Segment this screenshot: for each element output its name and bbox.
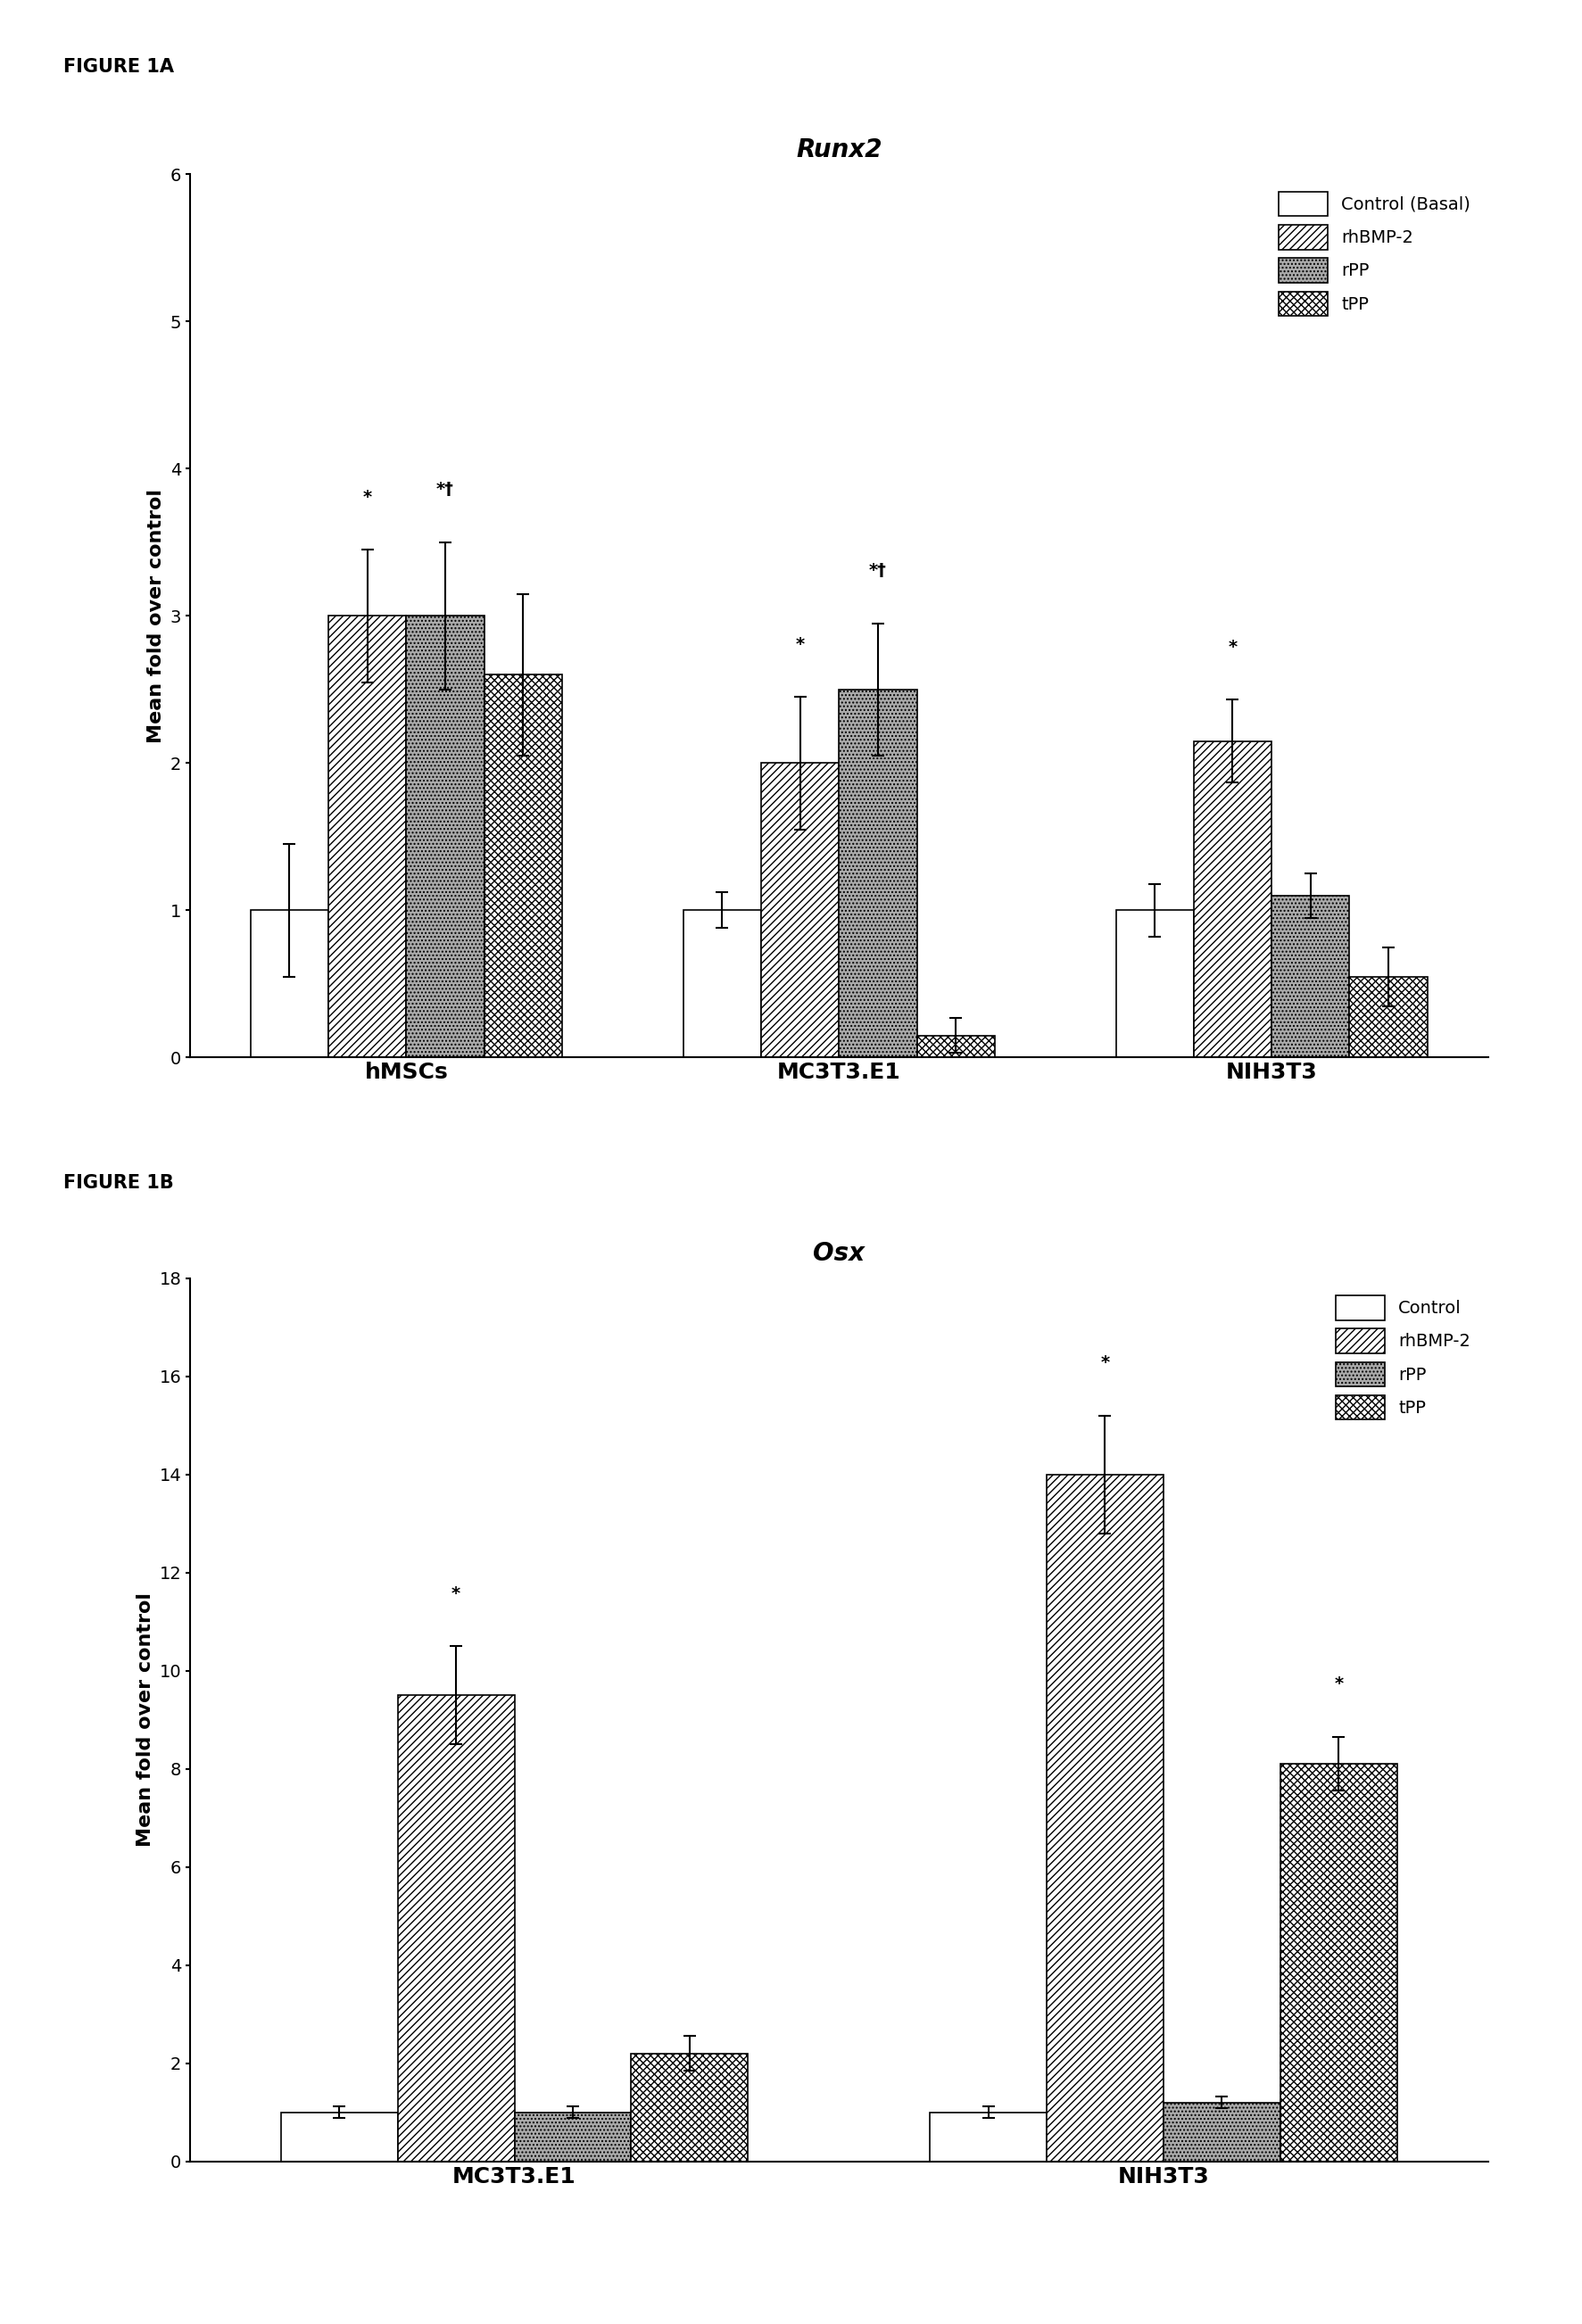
Bar [280,2113,397,2161]
Legend: Control, rhBMP-2, rPP, tPP: Control, rhBMP-2, rPP, tPP [1327,1287,1479,1429]
Text: FIGURE 1A: FIGURE 1A [63,58,174,77]
Title: Runx2: Runx2 [796,137,881,163]
Text: *: * [1099,1355,1109,1371]
Bar [407,616,484,1057]
Text: *†: *† [437,481,454,497]
Y-axis label: Mean fold over control: Mean fold over control [136,1592,153,1848]
Text: *: * [451,1585,460,1601]
Bar [327,616,407,1057]
Text: *: * [1334,1676,1343,1692]
Bar [1163,2103,1280,2161]
Bar [683,911,761,1057]
Bar [1046,1473,1163,2161]
Text: *: * [796,637,804,653]
Bar [484,674,562,1057]
Bar [1115,911,1193,1057]
Bar [929,2113,1046,2161]
Bar [397,1694,514,2161]
Text: FIGURE 1B: FIGURE 1B [63,1174,174,1192]
Bar [1270,895,1349,1057]
Bar [1280,1764,1397,2161]
Text: *†: *† [869,562,886,579]
Bar [1349,976,1427,1057]
Y-axis label: Mean fold over control: Mean fold over control [147,488,165,744]
Bar [761,762,838,1057]
Title: Osx: Osx [813,1241,864,1267]
Bar [916,1034,993,1057]
Bar [1193,741,1270,1057]
Text: *: * [1228,639,1237,655]
Legend: Control (Basal), rhBMP-2, rPP, tPP: Control (Basal), rhBMP-2, rPP, tPP [1269,184,1479,325]
Bar [514,2113,631,2161]
Bar [631,2054,748,2161]
Bar [250,911,327,1057]
Text: *: * [362,488,372,507]
Bar [838,690,916,1057]
